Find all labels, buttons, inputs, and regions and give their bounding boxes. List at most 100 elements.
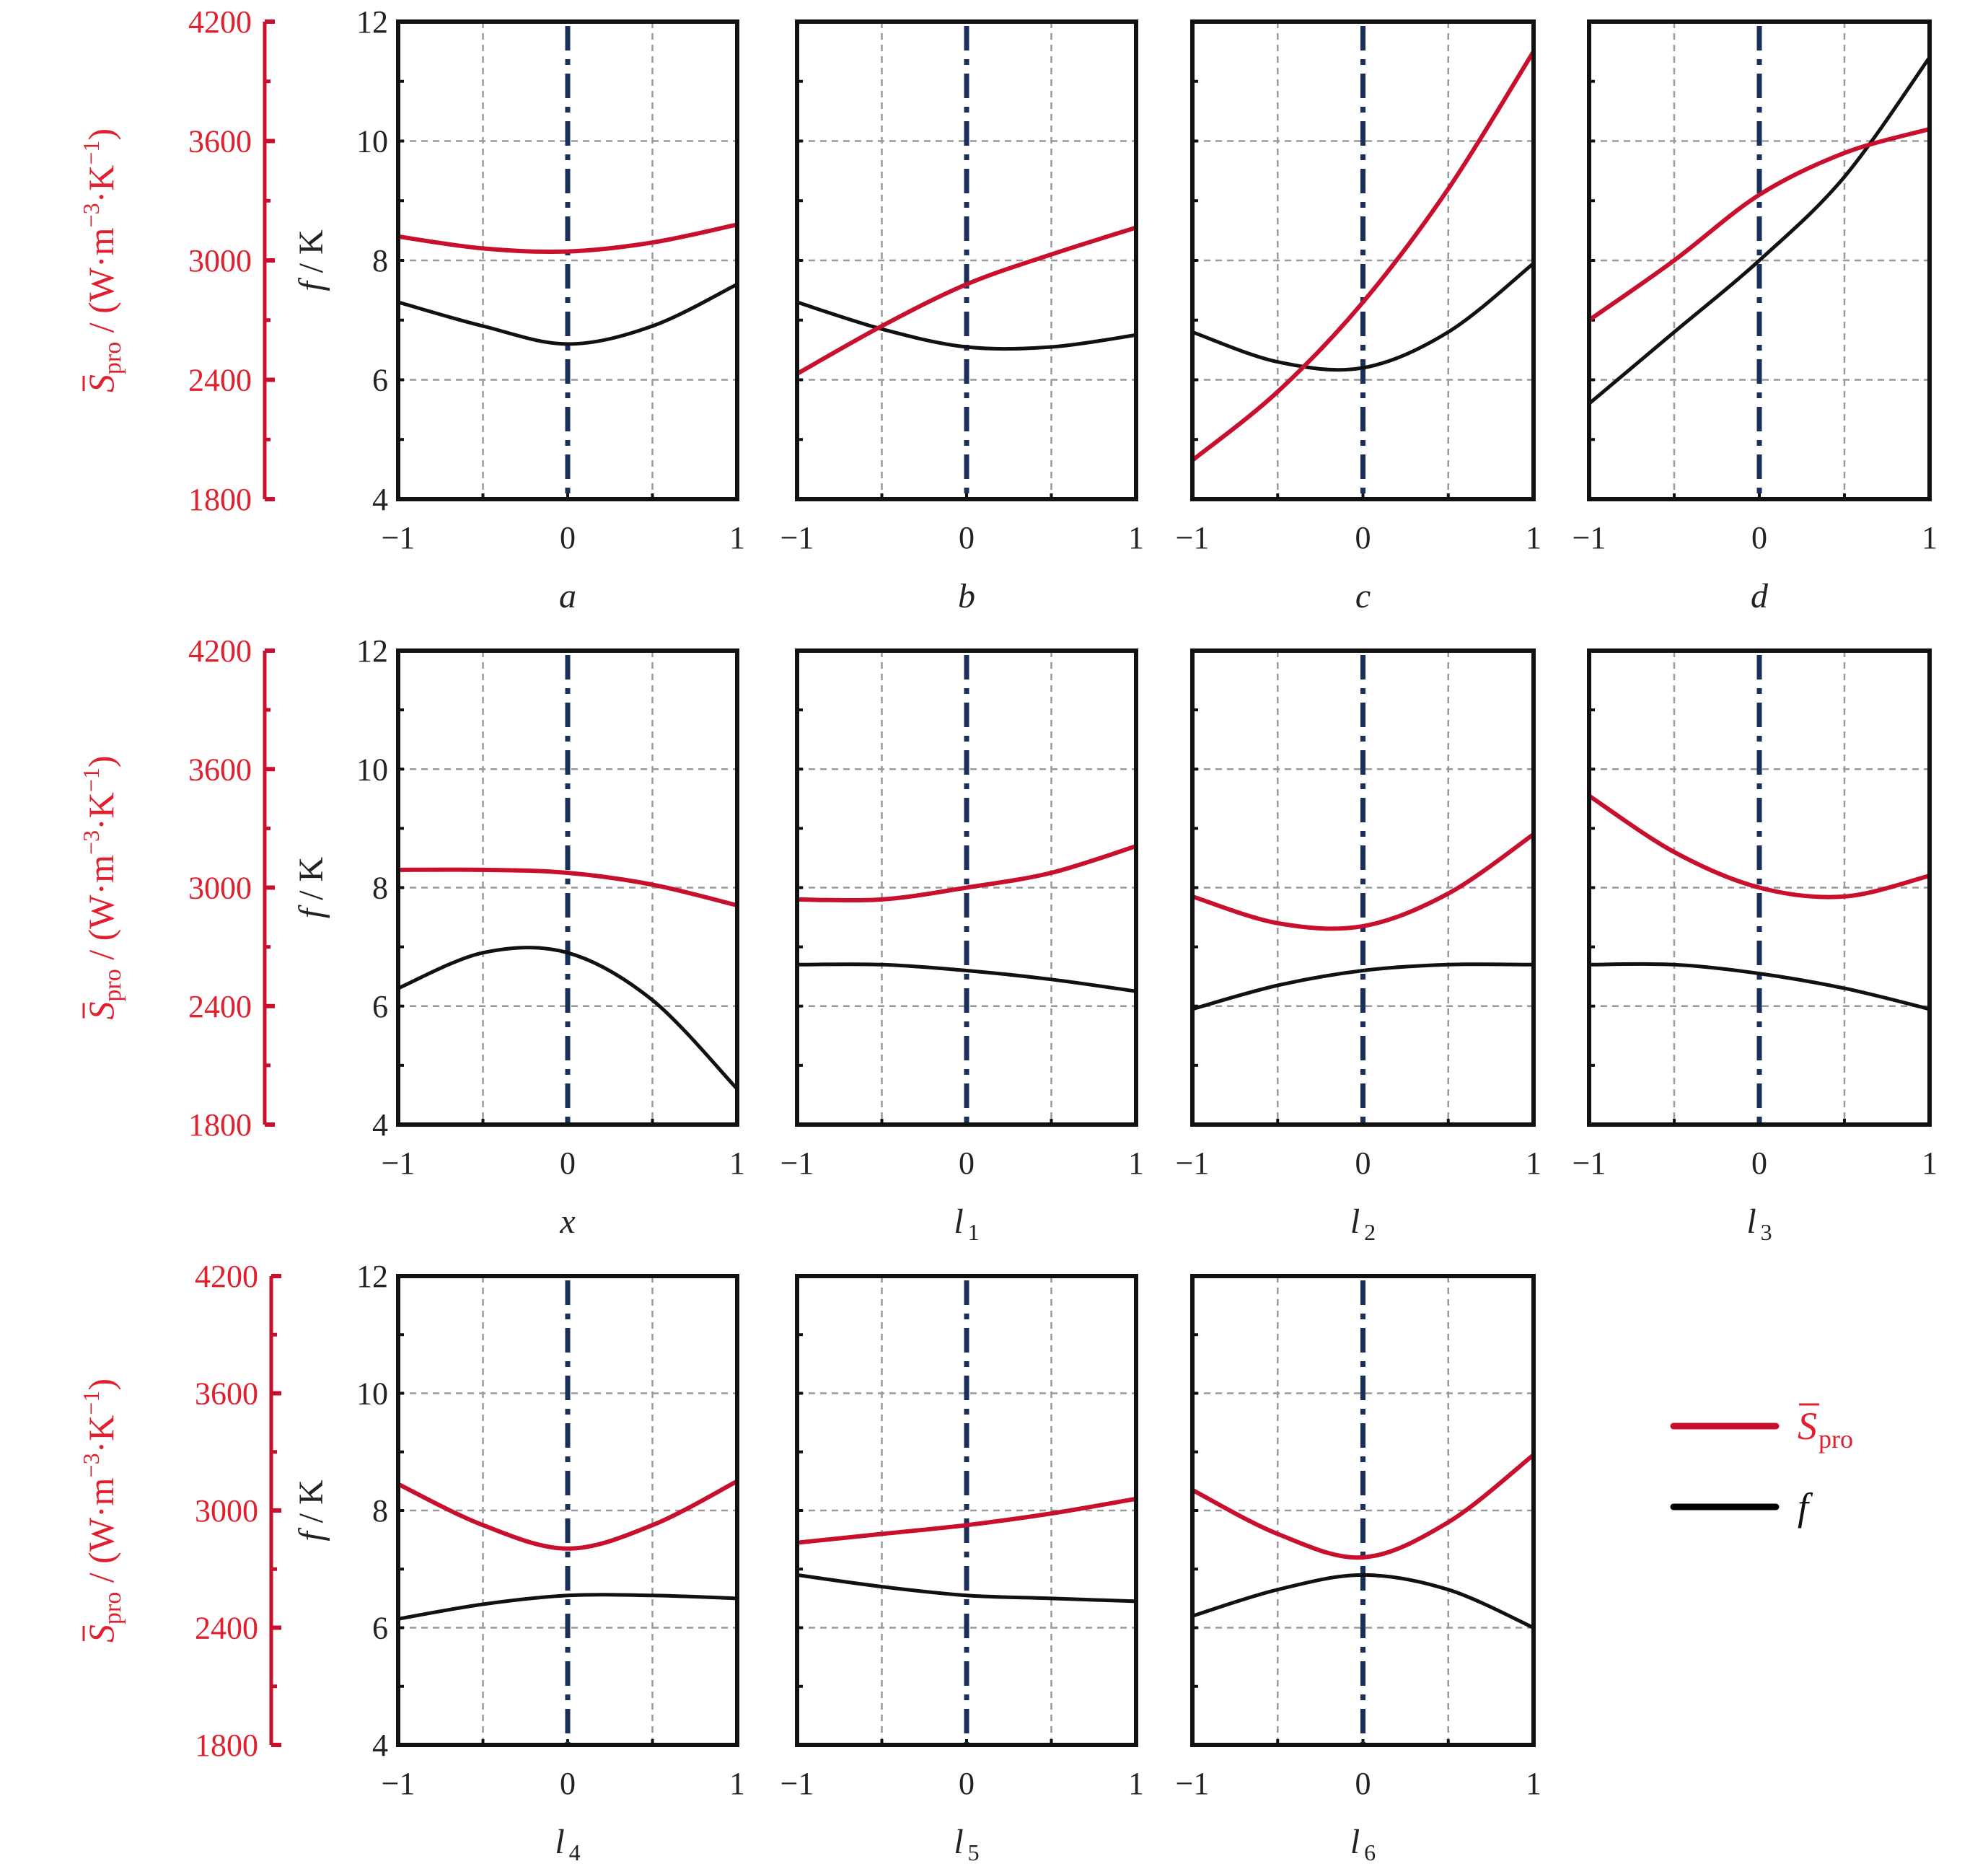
red-axis-row-1: 4200 3600 3000 2400 1800 Spro / (W·m−3·K−1) [78, 4, 275, 517]
y-axis-label: f / K [292, 1479, 330, 1542]
red-axis-tick-label: 3000 [188, 871, 252, 906]
x-tick-label: −1 [1573, 520, 1606, 555]
x-axis-symbol: l [555, 1823, 564, 1861]
x-axis-symbol: b [958, 577, 975, 615]
x-tick-label: 0 [1751, 520, 1767, 555]
x-axis-label: b [958, 577, 975, 615]
red-axis-tick-label: 2400 [188, 989, 252, 1024]
x-tick-label: −1 [1573, 1145, 1606, 1181]
series-line-s-pro [397, 222, 738, 255]
plot-frame [795, 648, 1138, 1127]
series-line-f [1192, 962, 1534, 1011]
x-axis-label: d [1751, 577, 1769, 615]
y-tick-label: 12 [356, 633, 388, 669]
x-tick-label: 0 [1355, 1766, 1371, 1801]
x-tick-label: −1 [1176, 1766, 1210, 1801]
y-tick-label: 8 [372, 1493, 388, 1529]
y-axis-label: f / K [292, 229, 330, 291]
series-line-f [1192, 262, 1535, 372]
x-tick-label: 1 [1526, 1145, 1541, 1181]
x-tick-label: 0 [560, 1145, 576, 1181]
series-line-s-pro [796, 1496, 1137, 1545]
panel-l2: −1 0 1 l 2 [1176, 648, 1541, 1245]
x-tick-label: 0 [959, 520, 975, 555]
y-tick-label: 10 [356, 124, 388, 159]
series-line-f [397, 282, 739, 346]
legend-symbol: f [1798, 1485, 1813, 1529]
series-line-f [397, 946, 739, 1091]
y-tick-label: 10 [356, 752, 388, 787]
red-axis-unit: / (W·m [81, 855, 121, 969]
plot-frame [1190, 648, 1536, 1127]
red-axis-symbol: S [81, 374, 121, 392]
red-axis-tick-label: 1800 [188, 1107, 252, 1143]
y-tick-label: 4 [372, 482, 388, 517]
x-tick-label: 0 [1355, 1145, 1371, 1181]
red-axis-symbol: S [81, 1002, 121, 1020]
y-tick-label: 4 [372, 1107, 388, 1143]
x-tick-label: 1 [1128, 1766, 1144, 1801]
x-tick-label: 1 [1922, 520, 1938, 555]
x-tick-label: −1 [382, 1766, 415, 1801]
x-tick-label: 0 [560, 1766, 576, 1801]
series-line-f [796, 962, 1137, 993]
panel-c: −1 0 1 c [1176, 19, 1541, 615]
plot-frame [1190, 19, 1536, 501]
x-axis-symbol: l [1746, 1202, 1756, 1241]
series-line-s-pro [397, 867, 738, 908]
panel-b: −1 0 1 b [780, 19, 1144, 615]
panel-l1: −1 0 1l 1 [780, 648, 1144, 1245]
x-tick-label: −1 [382, 1145, 415, 1181]
y-tick-label: 6 [372, 989, 388, 1024]
series-line-f [1588, 962, 1930, 1011]
red-axis-tick-label: 2400 [195, 1611, 258, 1646]
legend: Spro f [1670, 1403, 1853, 1529]
y-axis-unit: / K [292, 229, 330, 281]
panel-x: −1 0 1 x 12 10 8 6 4 f / K [292, 633, 745, 1241]
x-axis-symbol: l [954, 1823, 963, 1861]
x-tick-label: 1 [729, 1145, 745, 1181]
x-tick-label: 1 [1526, 520, 1541, 555]
x-axis-symbol: l [1350, 1823, 1360, 1861]
x-tick-label: −1 [382, 520, 415, 555]
red-axis-tick-label: 2400 [188, 363, 252, 398]
series-line-f [796, 1573, 1137, 1604]
x-axis-subscript: 2 [1364, 1219, 1376, 1245]
red-axis-tick-label: 3000 [188, 243, 252, 278]
y-axis-unit: / K [292, 1479, 330, 1531]
y-axis-label: f / K [292, 856, 330, 918]
red-axis-unit: / (W·m [81, 227, 121, 341]
red-axis-close-paren: ) [81, 128, 121, 141]
x-tick-label: 0 [959, 1766, 975, 1801]
red-axis-unit-k: ·K [81, 792, 121, 830]
red-axis-subscript: pro [100, 342, 126, 374]
red-axis-symbol: S [81, 1624, 121, 1642]
plot-frame [795, 1274, 1138, 1747]
y-tick-label: 4 [372, 1728, 388, 1763]
x-tick-label: 1 [1128, 520, 1144, 555]
series-line-s-pro [1588, 793, 1930, 900]
panel-d: −1 0 1 d [1573, 19, 1938, 615]
plot-frame [396, 648, 739, 1127]
y-tick-label: 8 [372, 243, 388, 278]
red-axis-tick-label: 3600 [195, 1376, 258, 1412]
red-axis-tick-label: 3600 [188, 752, 252, 787]
red-axis-title: Spro / (W·m−3·K−1) [78, 1378, 126, 1642]
legend-label-f: f [1798, 1485, 1813, 1529]
red-axis-tick-label: 1800 [188, 482, 252, 517]
legend-subscript: pro [1818, 1425, 1853, 1454]
red-axis-row-3: 4200 3600 3000 2400 1800 Spro / (W·m−3·K−1) [78, 1259, 281, 1763]
plot-frame [1587, 648, 1932, 1127]
red-axis-exponent: −1 [78, 1391, 104, 1415]
y-tick-label: 12 [356, 4, 388, 40]
x-tick-label: 0 [560, 520, 576, 555]
series-line-s-pro [1192, 832, 1535, 931]
red-axis-tick-label: 4200 [188, 633, 252, 669]
x-axis-subscript: 4 [569, 1839, 581, 1865]
x-axis-symbol: c [1355, 577, 1371, 615]
x-axis-label: c [1355, 577, 1371, 615]
